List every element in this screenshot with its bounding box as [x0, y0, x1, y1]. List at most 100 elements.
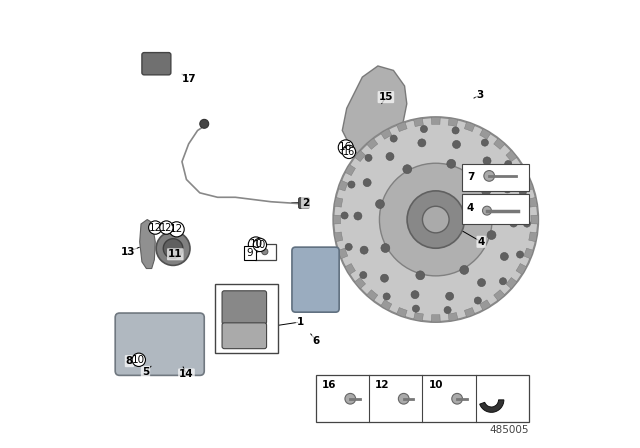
- Circle shape: [487, 231, 496, 240]
- Wedge shape: [448, 118, 458, 127]
- FancyBboxPatch shape: [216, 284, 278, 353]
- Circle shape: [407, 191, 465, 248]
- Circle shape: [509, 219, 518, 227]
- Wedge shape: [355, 277, 365, 289]
- Wedge shape: [480, 400, 504, 412]
- Circle shape: [505, 160, 512, 168]
- Text: 8: 8: [126, 356, 133, 366]
- Circle shape: [363, 179, 371, 187]
- Wedge shape: [397, 307, 407, 317]
- Wedge shape: [529, 232, 538, 242]
- Wedge shape: [431, 314, 440, 322]
- Circle shape: [504, 185, 511, 193]
- Text: 9: 9: [246, 249, 253, 259]
- Circle shape: [524, 220, 531, 227]
- Circle shape: [386, 152, 394, 160]
- Circle shape: [360, 271, 367, 279]
- Text: 10: 10: [254, 240, 266, 250]
- Circle shape: [200, 119, 209, 128]
- Text: 4: 4: [467, 203, 474, 213]
- Text: 4: 4: [477, 237, 485, 247]
- Wedge shape: [413, 118, 423, 127]
- FancyBboxPatch shape: [222, 291, 267, 324]
- Bar: [463, 194, 529, 224]
- Circle shape: [345, 393, 356, 404]
- Circle shape: [380, 274, 388, 282]
- Circle shape: [403, 165, 412, 174]
- Circle shape: [390, 135, 397, 142]
- Circle shape: [418, 139, 426, 147]
- FancyBboxPatch shape: [222, 323, 267, 349]
- Wedge shape: [524, 181, 533, 191]
- Wedge shape: [529, 198, 538, 207]
- Wedge shape: [345, 164, 355, 176]
- Circle shape: [483, 157, 491, 165]
- Text: 7: 7: [467, 172, 474, 182]
- Text: 1: 1: [297, 317, 304, 327]
- Wedge shape: [480, 129, 491, 139]
- Circle shape: [345, 243, 352, 250]
- Circle shape: [341, 212, 348, 219]
- Text: 10: 10: [429, 380, 443, 390]
- Circle shape: [452, 393, 463, 404]
- Wedge shape: [465, 122, 475, 132]
- Circle shape: [474, 297, 481, 304]
- Wedge shape: [493, 138, 505, 149]
- Text: 12: 12: [148, 223, 162, 233]
- Circle shape: [354, 212, 362, 220]
- Wedge shape: [381, 300, 392, 310]
- Text: 12: 12: [170, 224, 183, 234]
- Circle shape: [477, 279, 486, 287]
- Circle shape: [333, 117, 538, 322]
- Circle shape: [376, 200, 385, 208]
- Wedge shape: [413, 313, 423, 321]
- Wedge shape: [506, 277, 517, 289]
- Wedge shape: [338, 248, 348, 259]
- FancyBboxPatch shape: [292, 247, 339, 312]
- Text: 14: 14: [179, 370, 194, 379]
- Wedge shape: [397, 122, 407, 132]
- Circle shape: [519, 189, 526, 196]
- Text: 16: 16: [322, 380, 336, 390]
- Text: 2: 2: [302, 198, 309, 207]
- Circle shape: [500, 253, 508, 260]
- Text: 10: 10: [132, 355, 145, 365]
- Text: 16: 16: [339, 142, 353, 152]
- Wedge shape: [334, 198, 343, 207]
- Circle shape: [481, 139, 488, 146]
- FancyBboxPatch shape: [244, 246, 257, 260]
- Wedge shape: [506, 151, 517, 162]
- Circle shape: [398, 393, 409, 404]
- Wedge shape: [367, 290, 378, 301]
- Text: 16: 16: [343, 147, 355, 157]
- Text: 3: 3: [477, 90, 484, 100]
- Bar: [316, 375, 529, 422]
- Circle shape: [163, 239, 183, 258]
- Wedge shape: [531, 215, 538, 224]
- Text: 15: 15: [379, 92, 393, 102]
- Wedge shape: [431, 117, 440, 125]
- Wedge shape: [480, 300, 491, 310]
- Text: 11: 11: [168, 249, 182, 259]
- PathPatch shape: [342, 66, 407, 224]
- Text: 13: 13: [122, 246, 136, 257]
- Circle shape: [360, 246, 368, 254]
- FancyBboxPatch shape: [115, 313, 204, 375]
- Wedge shape: [355, 151, 365, 162]
- Wedge shape: [338, 181, 348, 191]
- Wedge shape: [465, 307, 475, 317]
- Circle shape: [460, 266, 468, 274]
- Circle shape: [160, 221, 173, 234]
- Polygon shape: [140, 220, 156, 268]
- Circle shape: [156, 232, 190, 265]
- Wedge shape: [367, 138, 378, 149]
- Text: 485005: 485005: [490, 426, 529, 435]
- Circle shape: [499, 278, 507, 285]
- Circle shape: [416, 271, 425, 280]
- Circle shape: [482, 187, 491, 195]
- Circle shape: [484, 171, 495, 181]
- Circle shape: [420, 125, 428, 133]
- FancyBboxPatch shape: [255, 244, 276, 260]
- Circle shape: [348, 181, 355, 188]
- Text: 12: 12: [160, 223, 173, 233]
